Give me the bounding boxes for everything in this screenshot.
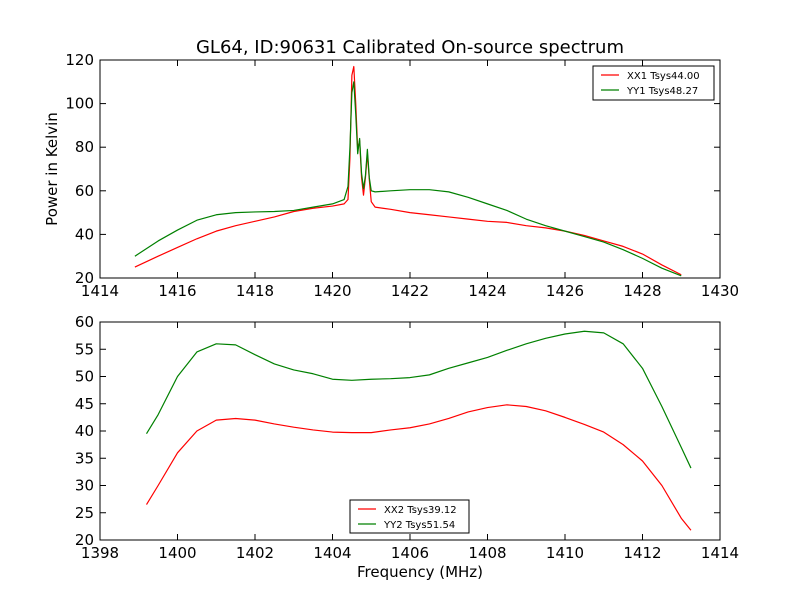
x-tick-label: 1408 [468,544,506,562]
legend-label: YY2 Tsys51.54 [383,520,455,531]
y-tick-label: 40 [75,422,94,440]
x-tick-label: 1420 [313,282,351,300]
x-tick-label: 1410 [546,544,584,562]
y-tick-label: 35 [75,449,94,467]
x-tick-label: 1412 [623,544,661,562]
x-tick-label: 1426 [546,282,584,300]
x-tick-label: 1428 [623,282,661,300]
legend-label: XX2 Tsys39.12 [384,505,457,516]
y-tick-label: 55 [75,340,94,358]
y-tick-label: 30 [75,477,94,495]
figure-title: GL64, ID:90631 Calibrated On-source spec… [196,37,624,58]
y-tick-label: 20 [75,269,94,287]
x-tick-label: 1406 [391,544,429,562]
y-tick-label: 45 [75,395,94,413]
x-tick-label: 1430 [701,282,739,300]
x-tick-label: 1418 [236,282,274,300]
plot-2: 1398 1400 1402 1404 1406 1408 1410 1412 1414 20 25… [75,313,739,581]
y-tick-label: 50 [75,368,94,386]
x-tick-label: 1416 [158,282,196,300]
y-tick-label: 100 [65,95,94,113]
series-line-2-1 [145,404,692,531]
x-tick-label: 1400 [158,544,196,562]
x-axis-label: Frequency (MHz) [357,563,483,581]
y-tick-label: 40 [75,225,94,243]
legend-label: YY1 Tsys48.27 [626,86,698,97]
legend-box [349,499,470,534]
y-tick-label: 60 [75,182,94,200]
x-tick-label: 1404 [313,544,351,562]
x-tick-label: 1402 [236,544,274,562]
series-line-1-2 [134,81,682,277]
x-tick-label: 1414 [81,282,119,300]
y-tick-label: 20 [75,531,94,549]
y-tick-label: 120 [65,51,94,69]
y-tick-label: 25 [75,504,94,522]
plot-1: 1414 1416 1418 1420 1422 1424 1426 1428 1430 20 40… [43,51,739,300]
legend-label: XX1 Tsys44.00 [627,71,700,82]
x-tick-label: 1398 [81,544,119,562]
series-line-2-2 [145,330,692,469]
legend-box [592,65,715,101]
x-tick-label: 1424 [468,282,506,300]
y-tick-label: 60 [75,313,94,331]
x-tick-label: 1414 [701,544,739,562]
x-tick-label: 1422 [391,282,429,300]
y-tick-label: 80 [75,138,94,156]
plots-container: 1414 1416 1418 1420 1422 1424 1426 1428 1430 20 40… [43,51,739,581]
y-axis-label: Power in Kelvin [43,112,61,226]
